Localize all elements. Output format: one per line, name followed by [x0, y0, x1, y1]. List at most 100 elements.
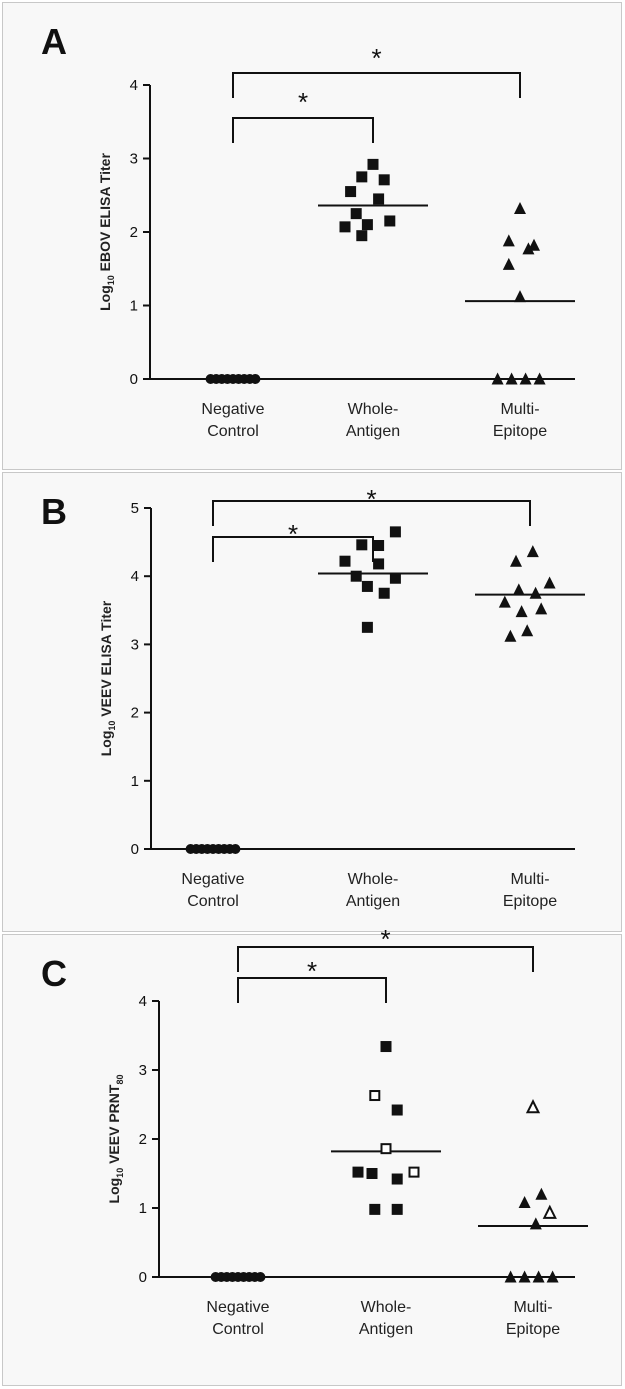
data-point-triangle [518, 1270, 531, 1283]
panel-c: C 0 1 2 3 4 Log10 VEEV PRNT80 Negative Control W… [2, 924, 622, 1386]
data-point-triangle [504, 629, 517, 642]
data-point-square [373, 540, 385, 552]
y-axis-title-rest: VEEV PRNT [106, 1084, 122, 1168]
x-category-label-line2: Epitope [506, 1321, 560, 1338]
data-point-triangle [518, 1195, 531, 1208]
data-point-square [373, 558, 385, 570]
data-point-triangle [522, 242, 535, 255]
significance-bracket [212, 500, 531, 526]
chart-b: 0 1 2 3 4 5 Log10 VEEV ELISA Titer Negative Cont… [98, 484, 585, 910]
y-tick-label: 0 [139, 1269, 147, 1286]
x-category-label-line2: Antigen [359, 1321, 413, 1338]
data-point-square [369, 1203, 381, 1215]
data-point-triangle-open [525, 1099, 541, 1114]
panel-label: C [41, 953, 67, 994]
x-category-label-line2: Control [207, 423, 259, 440]
significance-star: * [371, 43, 381, 73]
y-axis-title: Log10 EBOV ELISA Titer [97, 153, 116, 311]
y-axis-title-main: Log [98, 731, 114, 757]
y-axis-title-subscript: 10 [115, 1168, 125, 1178]
data-point-square-open [369, 1090, 381, 1102]
significance-bracket [232, 117, 374, 143]
panel-label: A [41, 21, 67, 62]
significance-star: * [307, 956, 317, 986]
x-category-label-line1: Negative [181, 871, 244, 888]
data-point-triangle [533, 372, 546, 385]
y-axis-title-rest: VEEV ELISA Titer [98, 600, 114, 720]
significance-bracket [237, 946, 534, 972]
data-point-triangle [526, 545, 539, 558]
y-axis-title-main: Log [97, 285, 113, 311]
data-point-square [391, 1173, 403, 1185]
y-tick-label: 0 [130, 371, 138, 388]
significance-star: * [366, 484, 376, 514]
data-point-triangle [546, 1270, 559, 1283]
data-point-square [378, 174, 390, 186]
x-category-label-line1: Multi- [513, 1299, 552, 1316]
data-point-square [350, 208, 362, 220]
data-point-circle [230, 844, 241, 854]
y-axis-title-subscript: 10 [106, 275, 116, 285]
data-point-square [339, 221, 351, 233]
y-tick-label: 3 [131, 636, 139, 653]
y-axis-title: Log10 VEEV PRNT80 [106, 1075, 125, 1204]
data-point-triangle [502, 234, 515, 247]
x-category-label-line1: Whole- [348, 401, 399, 418]
chart-c: 0 1 2 3 4 Log10 VEEV PRNT80 Negative Control Who… [106, 924, 588, 1338]
y-tick-label: 3 [130, 151, 138, 168]
y-tick-label: 3 [139, 1062, 147, 1079]
x-category-label-line1: Whole- [361, 1299, 412, 1316]
data-point-triangle [535, 602, 548, 615]
y-tick-label: 0 [131, 841, 139, 858]
x-category-label-line1: Multi- [500, 401, 539, 418]
y-tick-label: 2 [130, 224, 138, 241]
data-point-triangle [521, 624, 534, 637]
data-point-square [361, 219, 373, 231]
data-point-triangle [505, 372, 518, 385]
y-tick-label: 2 [131, 705, 139, 722]
data-point-square [378, 587, 390, 599]
data-point-triangle [504, 1270, 517, 1283]
y-tick-label: 1 [131, 773, 139, 790]
data-point-triangle [529, 586, 542, 599]
data-point-circle [250, 374, 261, 384]
data-point-triangle [532, 1270, 545, 1283]
significance-bracket [232, 72, 521, 98]
data-point-triangle [515, 605, 528, 618]
y-axis-title: Log10 VEEV ELISA Titer [98, 600, 117, 756]
y-tick-label: 4 [130, 77, 138, 94]
significance-star: * [288, 519, 298, 549]
x-category-label-line2: Control [212, 1321, 264, 1338]
panel-b: B 0 1 2 3 4 5 Log10 VEEV ELISA Titer Negative Co… [2, 472, 622, 932]
data-point-square [380, 1041, 392, 1053]
data-point-triangle-open [542, 1204, 557, 1219]
data-point-square [367, 158, 379, 170]
y-tick-label: 2 [139, 1131, 147, 1148]
data-point-square [373, 193, 385, 205]
data-point-triangle [502, 257, 515, 270]
data-point-square-open [408, 1166, 420, 1178]
data-point-square [361, 580, 373, 592]
x-category-label-line1: Negative [201, 401, 264, 418]
data-point-square [361, 621, 373, 633]
x-category-label-line2: Antigen [346, 893, 400, 910]
chart-a: 0 1 2 3 4 Log10 EBOV ELISA Titer Negative Contr… [97, 43, 575, 440]
data-point-triangle [514, 290, 526, 303]
x-category-label-line2: Antigen [346, 423, 400, 440]
data-point-triangle [514, 201, 526, 214]
data-point-square [350, 570, 362, 582]
x-category-label-line1: Whole- [348, 871, 399, 888]
data-point-square [391, 1104, 403, 1116]
data-point-triangle [519, 372, 532, 385]
data-point-square [339, 555, 351, 567]
data-point-triangle [529, 1217, 542, 1230]
y-tick-label: 4 [131, 568, 139, 585]
y-axis-title-tail-subscript: 80 [115, 1075, 125, 1085]
x-category-label-line2: Control [187, 893, 239, 910]
y-axis-title-subscript: 10 [107, 721, 117, 731]
data-point-square [356, 230, 368, 242]
x-category-label-line2: Epitope [493, 423, 547, 440]
data-point-square [366, 1168, 378, 1179]
y-axis-title-rest: EBOV ELISA Titer [97, 153, 113, 276]
y-axis-title-main: Log [106, 1178, 122, 1204]
